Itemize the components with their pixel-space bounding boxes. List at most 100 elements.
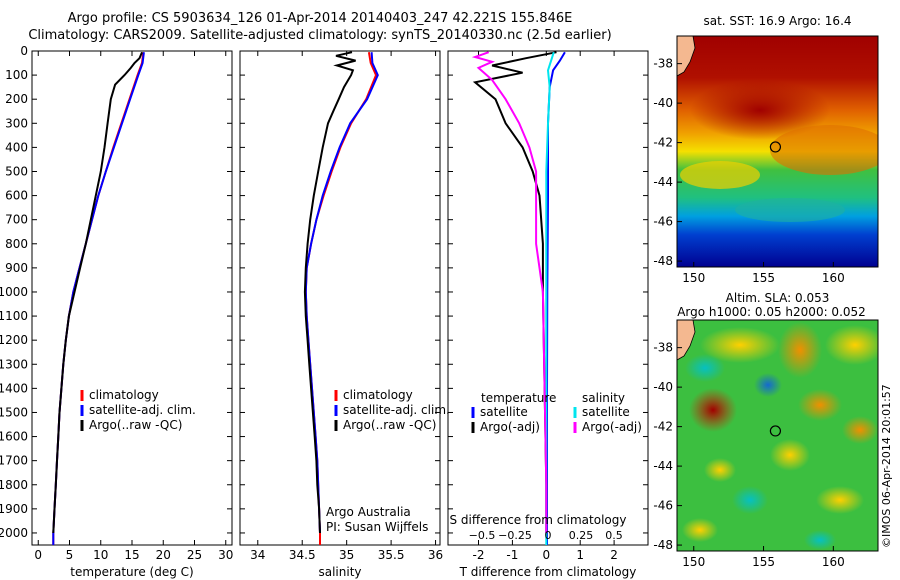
diff-top-axis-label: S difference from climatology xyxy=(450,513,627,527)
depth-tick-label: 1900 xyxy=(0,502,28,516)
differences-series-2 xyxy=(545,51,555,545)
diff-legend-label: Argo(-adj) xyxy=(480,420,540,434)
salinity-legend-label: satellite-adj. clim. xyxy=(343,403,450,417)
sst-map-argo-marker xyxy=(769,141,782,153)
temperature-xtick-label: 0 xyxy=(34,548,42,562)
salinity-frame xyxy=(239,50,441,546)
temperature-xtick-label: 25 xyxy=(187,548,202,562)
sla-map-ytick-label: -44 xyxy=(653,459,673,473)
sst-map-ytick-label: -44 xyxy=(653,175,673,189)
differences-xtick-label: -2 xyxy=(473,548,485,562)
sla-map-xtick-label: 160 xyxy=(822,555,845,569)
profile-title: Argo profile: CS 5903634_126 01-Apr-2014… xyxy=(67,11,573,26)
sla-map-ytick-label: -46 xyxy=(653,499,673,513)
credit-pi: PI: Susan Wijffels xyxy=(326,520,428,534)
depth-tick-label: 2000 xyxy=(0,526,28,540)
diff-legend-title: salinity xyxy=(582,391,625,405)
temperature-legend-label: satellite-adj. clim. xyxy=(89,403,196,417)
sst-map-ytick-label: -42 xyxy=(653,136,673,150)
temperature-series-0 xyxy=(52,52,145,545)
diff-legend-label: satellite xyxy=(480,405,528,419)
temperature-series-1 xyxy=(52,52,145,545)
temperature-xtick-label: 20 xyxy=(156,548,171,562)
depth-tick-label: 200 xyxy=(5,92,28,106)
depth-tick-label: 1500 xyxy=(0,405,28,419)
credit-watermark: ©IMOS 06-Apr-2014 20:01:57 xyxy=(880,384,893,548)
temperature-xtick-label: 10 xyxy=(93,548,108,562)
temperature-xtick-label: 15 xyxy=(124,548,139,562)
depth-tick-label: 300 xyxy=(5,116,28,130)
sst-map-ytick-label: -38 xyxy=(653,57,673,71)
diff-top-tick-label: 0.5 xyxy=(605,529,623,542)
depth-tick-label: 100 xyxy=(5,68,28,82)
depth-tick-label: 1100 xyxy=(0,309,28,323)
temperature-frame xyxy=(31,50,233,546)
differences-xtick-label: 2 xyxy=(610,548,618,562)
sla-map-ytick-label: -48 xyxy=(653,538,673,552)
sla-map xyxy=(677,320,878,551)
temperature-legend-label: Argo(..raw -QC) xyxy=(89,418,182,432)
depth-tick-label: 400 xyxy=(5,140,28,154)
sla-map-title-line2: Argo h1000: 0.05 h2000: 0.052 xyxy=(677,305,866,319)
sst-map xyxy=(677,36,878,267)
differences-series-0 xyxy=(546,51,566,545)
sla-map-xtick-label: 150 xyxy=(682,555,705,569)
salinity-series-2 xyxy=(303,51,356,534)
diff-legend-label: Argo(-adj) xyxy=(582,420,642,434)
temperature-xtick-label: 30 xyxy=(218,548,233,562)
depth-tick-label: 700 xyxy=(5,213,28,227)
depth-tick-label: 1000 xyxy=(0,285,28,299)
depth-tick-label: 1300 xyxy=(0,357,28,371)
sst-map-title: sat. SST: 16.9 Argo: 16.4 xyxy=(703,14,851,28)
depth-tick-label: 0 xyxy=(20,44,28,58)
differences-series-1 xyxy=(472,51,557,533)
depth-tick-label: 500 xyxy=(5,164,28,178)
salinity-xtick-label: 34.5 xyxy=(289,548,316,562)
differences-xtick-label: 1 xyxy=(576,548,584,562)
salinity-xtick-label: 34 xyxy=(250,548,265,562)
sst-map-ytick-label: -40 xyxy=(653,96,673,110)
sla-map-xtick-label: 155 xyxy=(752,555,775,569)
depth-tick-label: 600 xyxy=(5,189,28,203)
salinity-legend-label: climatology xyxy=(343,388,413,402)
salinity-legend-label: Argo(..raw -QC) xyxy=(343,418,436,432)
sst-map-xtick-label: 160 xyxy=(822,271,845,285)
temperature-series-2 xyxy=(52,51,143,534)
temperature-legend-label: climatology xyxy=(89,388,159,402)
salinity-xlabel: salinity xyxy=(318,565,361,579)
sla-map-argo-marker xyxy=(769,425,782,437)
diff-legend-title: temperature xyxy=(481,391,556,405)
salinity-xtick-label: 35.5 xyxy=(378,548,405,562)
temperature-xtick-label: 5 xyxy=(66,548,74,562)
climatology-subtitle: Climatology: CARS2009. Satellite-adjuste… xyxy=(28,28,612,43)
sla-map-ytick-label: -42 xyxy=(653,420,673,434)
sla-map-title-line1: Altim. SLA: 0.053 xyxy=(726,291,830,305)
differences-xtick-label: 0 xyxy=(542,548,550,562)
diff-top-tick-label: 0 xyxy=(545,529,552,542)
sla-map-ytick-label: -40 xyxy=(653,380,673,394)
temperature-xlabel: temperature (deg C) xyxy=(70,565,193,579)
depth-tick-label: 800 xyxy=(5,237,28,251)
sst-map-xtick-label: 150 xyxy=(682,271,705,285)
sla-map-ytick-label: -38 xyxy=(653,341,673,355)
sst-map-frame xyxy=(676,35,879,268)
sst-map-ytick-label: -46 xyxy=(653,215,673,229)
diff-top-tick-label: 0.25 xyxy=(569,529,594,542)
differences-series-3 xyxy=(471,51,548,533)
depth-tick-label: 900 xyxy=(5,261,28,275)
diff-top-tick-label: −0.25 xyxy=(498,529,532,542)
depth-tick-label: 1600 xyxy=(0,430,28,444)
salinity-xtick-label: 36 xyxy=(428,548,443,562)
sla-map-frame xyxy=(676,319,879,552)
credit-institution: Argo Australia xyxy=(326,505,411,519)
differences-xlabel: T difference from climatology xyxy=(459,565,637,579)
diff-legend-label: satellite xyxy=(582,405,630,419)
depth-tick-label: 1200 xyxy=(0,333,28,347)
diff-top-tick-label: −0.5 xyxy=(469,529,496,542)
depth-tick-label: 1700 xyxy=(0,454,28,468)
sst-map-xtick-label: 155 xyxy=(752,271,775,285)
salinity-xtick-label: 35 xyxy=(339,548,354,562)
differences-xtick-label: -1 xyxy=(506,548,518,562)
sst-map-ytick-label: -48 xyxy=(653,254,673,268)
